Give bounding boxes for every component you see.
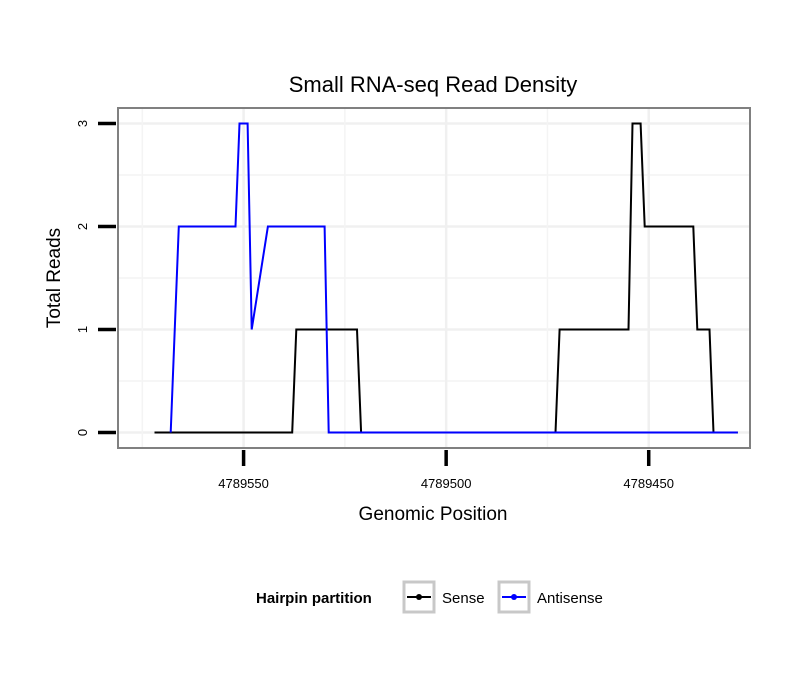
y-axis-title: Total Reads (44, 228, 65, 328)
y-tick-label-0: 0 (75, 429, 90, 436)
chart-title: Small RNA-seq Read Density (289, 72, 578, 97)
legend-marker-sense (416, 594, 422, 600)
y-tick-label-2: 2 (75, 223, 90, 230)
plot-panel (117, 107, 751, 449)
y-axis: 0 1 2 3 (75, 120, 116, 436)
x-tick-label-1: 4789500 (421, 476, 472, 491)
legend-title: Hairpin partition (256, 590, 372, 607)
series-layer (154, 122, 738, 434)
y-tick-label-3: 3 (75, 120, 90, 127)
y-tick-label-1: 1 (75, 326, 90, 333)
x-tick-label-2: 4789450 (623, 476, 674, 491)
plot-border (117, 107, 751, 449)
legend-label-antisense: Antisense (537, 590, 603, 607)
x-axis: 4789550 4789500 4789450 (218, 450, 674, 491)
x-tick-label-0: 4789550 (218, 476, 269, 491)
x-axis-title: Genomic Position (359, 504, 508, 525)
grid-lines (118, 108, 750, 448)
legend-label-sense: Sense (442, 590, 485, 607)
series-line-antisense (169, 122, 738, 434)
legend-marker-antisense (511, 594, 517, 600)
legend: Hairpin partition Sense Antisense (256, 580, 603, 614)
